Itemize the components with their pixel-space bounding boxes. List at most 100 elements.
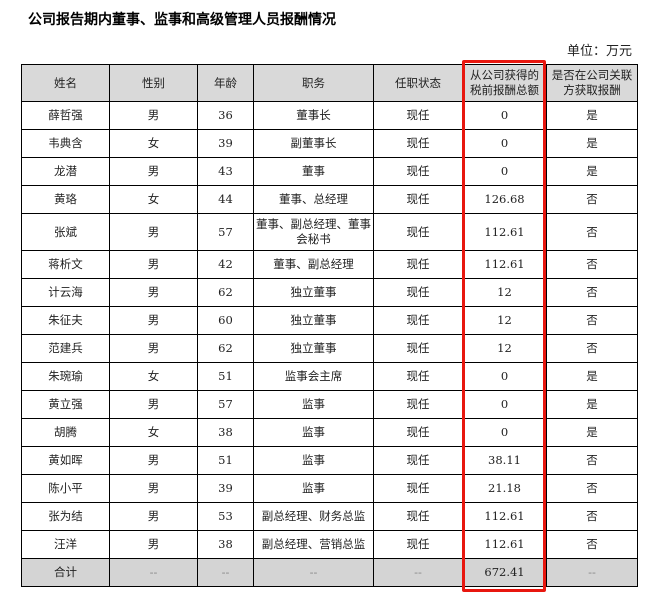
cell-gender: 男 [109, 530, 198, 559]
cell-status: -- [373, 558, 463, 587]
cell-age: 39 [197, 129, 254, 158]
cell-related-party-pay: 否 [546, 334, 638, 363]
cell-gender: 男 [109, 502, 198, 531]
cell-status: 现任 [373, 157, 463, 186]
table-row: 张斌男 57 董事、副总经理、董事会秘书 现任 112.61 否 [21, 213, 638, 251]
header-related-party-pay: 是否在公司关联方获取报酬 [546, 64, 638, 102]
table-row: 胡腾女 38 监事 现任 0 是 [21, 418, 638, 447]
cell-status: 现任 [373, 213, 463, 251]
cell-pretax-pay: 112.61 [462, 213, 547, 251]
cell-age: 42 [197, 250, 254, 279]
cell-pretax-pay: 38.11 [462, 446, 547, 475]
cell-position: 独立董事 [253, 278, 374, 307]
cell-status: 现任 [373, 250, 463, 279]
cell-gender: 男 [109, 474, 198, 503]
cell-pretax-pay: 112.61 [462, 530, 547, 559]
cell-age: 62 [197, 334, 254, 363]
cell-gender: 男 [109, 278, 198, 307]
cell-age: 44 [197, 185, 254, 214]
cell-age: 53 [197, 502, 254, 531]
cell-status: 现任 [373, 101, 463, 130]
page-title: 公司报告期内董事、监事和高级管理人员报酬情况 [28, 12, 336, 28]
cell-pretax-pay: 21.18 [462, 474, 547, 503]
table-row: 黄如晖男 51 监事 现任 38.11 否 [21, 446, 638, 475]
cell-name: 范建兵 [21, 334, 110, 363]
table-row: 计云海男 62 独立董事 现任 12 否 [21, 278, 638, 307]
table-row: 蒋析文男 42 董事、副总经理 现任 112.61 否 [21, 250, 638, 279]
cell-gender: 男 [109, 157, 198, 186]
cell-age: 51 [197, 446, 254, 475]
cell-name: 胡腾 [21, 418, 110, 447]
cell-position: 副总经理、营销总监 [253, 530, 374, 559]
table-row: 范建兵男 62 独立董事 现任 12 否 [21, 334, 638, 363]
cell-age: 38 [197, 530, 254, 559]
cell-name: 龙潜 [21, 157, 110, 186]
cell-related-party-pay: 否 [546, 474, 638, 503]
cell-pretax-pay: 0 [462, 418, 547, 447]
cell-position: 董事、副总经理 [253, 250, 374, 279]
table-row: 朱征夫男 60 独立董事 现任 12 否 [21, 306, 638, 335]
cell-age: 39 [197, 474, 254, 503]
cell-related-party-pay: 否 [546, 278, 638, 307]
cell-pretax-pay: 126.68 [462, 185, 547, 214]
cell-gender: 女 [109, 129, 198, 158]
cell-status: 现任 [373, 446, 463, 475]
table-row: 薛哲强男 36 董事长 现任 0 是 [21, 101, 638, 130]
cell-position: 董事、副总经理、董事会秘书 [253, 213, 374, 251]
table-row: 张为结男 53 副总经理、财务总监 现任 112.61 否 [21, 502, 638, 531]
cell-age: 57 [197, 390, 254, 419]
cell-name: 黄立强 [21, 390, 110, 419]
cell-gender: 男 [109, 213, 198, 251]
cell-related-party-pay: -- [546, 558, 638, 587]
cell-position: 副董事长 [253, 129, 374, 158]
cell-pretax-pay: 0 [462, 362, 547, 391]
cell-name: 计云海 [21, 278, 110, 307]
cell-position: 独立董事 [253, 334, 374, 363]
table-row: 黄珞女 44 董事、总经理 现任 126.68 否 [21, 185, 638, 214]
cell-gender: 女 [109, 185, 198, 214]
cell-pretax-pay: 112.61 [462, 250, 547, 279]
cell-name: 张斌 [21, 213, 110, 251]
cell-pretax-pay: 0 [462, 157, 547, 186]
cell-name: 蒋析文 [21, 250, 110, 279]
cell-related-party-pay: 否 [546, 213, 638, 251]
cell-gender: 男 [109, 390, 198, 419]
cell-position: 董事、总经理 [253, 185, 374, 214]
cell-pretax-pay: 112.61 [462, 502, 547, 531]
header-gender: 性别 [109, 64, 198, 102]
cell-gender: 女 [109, 362, 198, 391]
cell-related-party-pay: 是 [546, 390, 638, 419]
cell-pretax-pay: 0 [462, 129, 547, 158]
cell-gender: 男 [109, 334, 198, 363]
cell-position: 监事 [253, 446, 374, 475]
table-header-row: 姓名 性别 年龄 职务 任职状态 从公司获得的税前报酬总额 是否在公司关联方获取… [21, 64, 638, 102]
cell-name: 薛哲强 [21, 101, 110, 130]
cell-position: 副总经理、财务总监 [253, 502, 374, 531]
table-row: 韦典含女 39 副董事长 现任 0 是 [21, 129, 638, 158]
cell-name: 张为结 [21, 502, 110, 531]
cell-name: 朱征夫 [21, 306, 110, 335]
cell-status: 现任 [373, 390, 463, 419]
cell-related-party-pay: 是 [546, 157, 638, 186]
header-pretax-pay: 从公司获得的税前报酬总额 [462, 64, 547, 102]
cell-pretax-pay: 0 [462, 390, 547, 419]
cell-age: 51 [197, 362, 254, 391]
compensation-table: 姓名 性别 年龄 职务 任职状态 从公司获得的税前报酬总额 是否在公司关联方获取… [21, 64, 638, 587]
table-row: 陈小平男 39 监事 现任 21.18 否 [21, 474, 638, 503]
cell-gender: 男 [109, 306, 198, 335]
cell-status: 现任 [373, 306, 463, 335]
cell-related-party-pay: 是 [546, 362, 638, 391]
cell-gender: 男 [109, 446, 198, 475]
cell-name: 汪洋 [21, 530, 110, 559]
cell-age: -- [197, 558, 254, 587]
cell-related-party-pay: 否 [546, 185, 638, 214]
cell-gender: 男 [109, 250, 198, 279]
cell-pretax-pay: 12 [462, 278, 547, 307]
cell-position: 监事会主席 [253, 362, 374, 391]
table-row: 黄立强男 57 监事 现任 0 是 [21, 390, 638, 419]
cell-name: 韦典含 [21, 129, 110, 158]
cell-related-party-pay: 否 [546, 530, 638, 559]
cell-position: 监事 [253, 390, 374, 419]
cell-related-party-pay: 否 [546, 250, 638, 279]
cell-related-party-pay: 否 [546, 306, 638, 335]
